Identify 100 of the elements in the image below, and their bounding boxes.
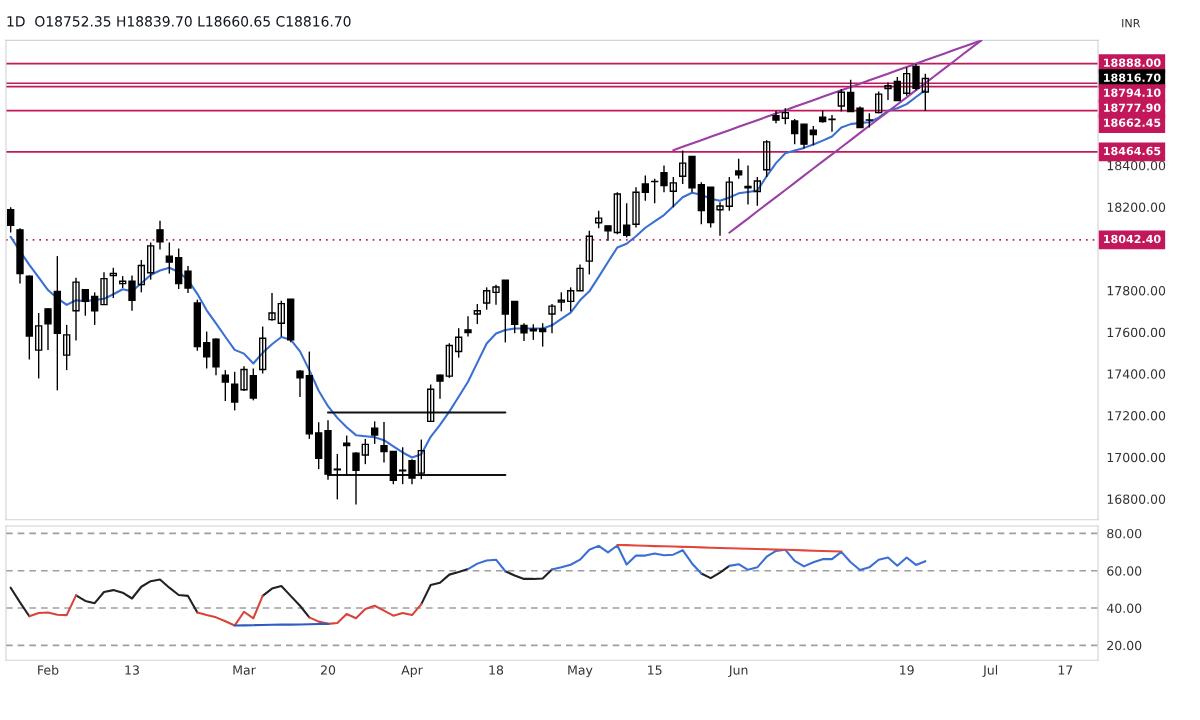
- candlestick: [100, 271, 108, 306]
- ref-line-label: 18662.45: [1104, 118, 1161, 127]
- candlestick: [230, 371, 239, 412]
- y-tick-label: 16800.00: [1107, 494, 1166, 504]
- y-tick-label: 18400.00: [1107, 160, 1166, 171]
- candlestick: [249, 367, 258, 402]
- y-tick-label: 17200.00: [1107, 411, 1166, 421]
- text: 18816.70: [1104, 73, 1161, 82]
- y-tick-label: 20.00: [1107, 640, 1142, 651]
- candlestick: [361, 438, 370, 465]
- candlestick: [81, 288, 90, 317]
- candlestick: [884, 81, 892, 101]
- ref-line-label: 18464.65: [1104, 146, 1161, 156]
- x-tick-label: 17: [1058, 665, 1073, 675]
- candlestick: [128, 274, 136, 312]
- candlestick: [137, 259, 146, 294]
- candlestick: [678, 149, 687, 185]
- y-axis-title: INR: [1122, 19, 1141, 28]
- y-tick-label: 17000.00: [1107, 452, 1166, 463]
- candlestick: [725, 176, 734, 212]
- candlestick: [874, 90, 883, 114]
- candlestick: [548, 303, 556, 334]
- y-tick-label: 17600.00: [1107, 327, 1166, 338]
- candlestick: [6, 206, 15, 234]
- candlestick: [893, 76, 902, 102]
- candlestick: [398, 446, 407, 485]
- x-tick-label: Mar: [233, 665, 256, 675]
- candlestick: [837, 88, 846, 113]
- candlestick: [464, 315, 472, 338]
- candlestick: [90, 291, 99, 326]
- candlestick: [641, 174, 650, 202]
- candlestick: [809, 125, 818, 146]
- candlestick: [44, 307, 52, 351]
- candlestick: [585, 230, 594, 276]
- y-tick-label: 18200.00: [1107, 202, 1166, 213]
- candlestick: [921, 73, 930, 112]
- candlestick: [912, 63, 920, 92]
- ref-line-label: 18042.40: [1104, 234, 1161, 244]
- candlestick: [184, 265, 192, 294]
- candlestick: [734, 158, 743, 180]
- ref-line-label: 18888.00: [1104, 58, 1161, 67]
- candlestick: [296, 369, 304, 398]
- candlestick: [380, 421, 388, 464]
- candlestick: [156, 220, 164, 251]
- candlestick: [408, 458, 416, 485]
- candlestick: [146, 241, 155, 281]
- candlestick: [72, 277, 80, 342]
- y-tick-label: 60.00: [1107, 566, 1142, 576]
- candlestick: [669, 176, 678, 209]
- y-tick-label: 17800.00: [1107, 285, 1166, 296]
- candlestick: [417, 438, 426, 480]
- candlestick: [828, 114, 836, 133]
- candlestick: [34, 312, 43, 380]
- y-tick-label: 17400.00: [1107, 369, 1166, 379]
- candlestick: [221, 369, 230, 402]
- candlestick: [202, 330, 211, 370]
- chart-title: 1D O18752.35 H18839.70 L18660.65 C18816.70: [7, 16, 351, 27]
- candlestick: [492, 283, 500, 306]
- x-tick-label: 15: [648, 665, 662, 675]
- candlestick: [557, 291, 566, 313]
- candlestick: [902, 66, 911, 97]
- candlestick: [790, 118, 799, 145]
- candlestick: [436, 373, 444, 400]
- y-tick-label: 40.00: [1106, 603, 1142, 613]
- candlestick: [800, 123, 808, 150]
- x-tick-label: Jul: [982, 665, 998, 678]
- x-tick-label: May: [568, 665, 593, 678]
- candlestick: [846, 79, 855, 113]
- candlestick: [62, 324, 71, 371]
- candlestick: [426, 383, 435, 423]
- x-tick-label: Apr: [401, 665, 423, 678]
- ref-line-label: 18794.10: [1104, 88, 1161, 97]
- y-tick-label: 80.00: [1107, 528, 1142, 539]
- candlestick: [510, 300, 519, 334]
- x-tick-label: 13: [125, 665, 139, 675]
- candlestick: [613, 191, 622, 235]
- ref-line-label: 18777.90: [1104, 103, 1161, 112]
- x-tick-label: 18: [489, 665, 504, 675]
- candlestick: [576, 263, 584, 292]
- candlestick: [277, 300, 286, 338]
- x-tick-label: 20: [320, 665, 336, 675]
- candlestick: [856, 105, 864, 129]
- candlestick: [632, 186, 640, 229]
- candlestick: [473, 303, 482, 325]
- candlestick: [762, 139, 771, 178]
- x-tick-label: Feb: [38, 665, 59, 675]
- candlestick: [454, 327, 463, 359]
- candlestick: [660, 164, 668, 193]
- candlestick: [445, 342, 454, 379]
- candlestick: [538, 322, 547, 348]
- candlestick: [622, 202, 631, 239]
- candlestick: [258, 325, 267, 375]
- candlestick: [165, 241, 174, 275]
- x-tick-label: Jun: [728, 665, 748, 678]
- candlestick: [566, 286, 575, 313]
- candlestick: [268, 292, 276, 322]
- candlestick: [753, 176, 762, 207]
- x-tick-label: 19: [900, 665, 914, 675]
- candlestick: [352, 451, 360, 506]
- candlestick: [333, 453, 342, 501]
